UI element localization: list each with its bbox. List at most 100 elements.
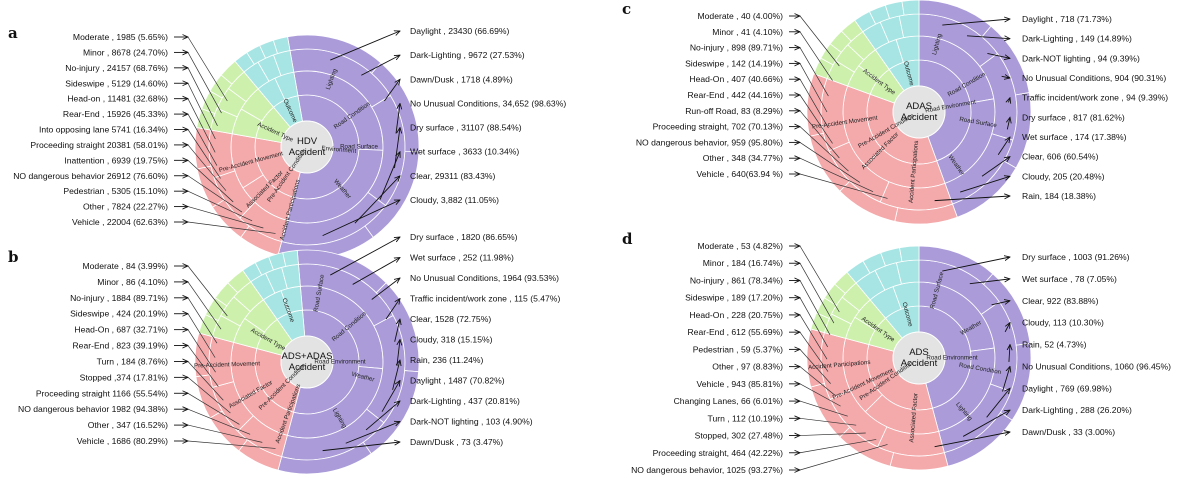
left-leader-line [187,329,216,373]
center-label: ADS+ADAS [282,351,333,362]
left-annotation-label: Proceeding straight 1166 (55.54%) [36,388,168,398]
right-arrow [1002,366,1010,392]
left-annotation-label: Proceeding straight 20381 (58.01%) [30,140,168,150]
left-annotation-label: Pedestrian , 5305 (15.10%) [63,186,168,196]
right-arrow [1004,323,1010,333]
right-annotation-label: Dawn/Dusk , 33 (3.00%) [1022,427,1115,437]
right-arrow [381,381,400,412]
left-annotation-label: Minor , 8678 (24.70%) [83,47,168,57]
right-arrow [969,279,1010,285]
right-annotation-label: Clear, 29311 (83.43%) [410,171,495,181]
left-leader-line [187,408,251,435]
center-label: ADS [909,347,929,358]
right-annotation-label: Cloudy, 318 (15.15%) [410,335,493,345]
panel-letter: d [622,230,633,248]
right-annotation-label: Dark-Lighting , 437 (20.81%) [410,396,520,406]
right-annotation-label: Dawn/Dusk , 1718 (4.89%) [410,74,513,84]
left-annotation-label: Into opposing lane 5741 (16.34%) [39,125,168,135]
center-label: Accident [901,358,938,369]
left-annotation-label: Moderate , 84 (3.99%) [82,261,168,271]
center-label: ADAS [906,101,932,112]
left-leader-line [799,142,861,183]
left-annotation-label: Moderate , 40 (4.00%) [697,11,783,21]
left-leader-line [799,245,840,313]
left-leader-line [187,129,221,179]
right-annotation-label: Dry surface , 31107 (88.54%) [410,123,522,133]
sunburst-category-label: Road Environment [314,359,366,366]
right-arrow [934,432,1010,448]
left-leader-line [187,392,240,425]
left-annotation-label: No-injury , 861 (78.34%) [690,275,783,285]
right-annotation-label: Dark-NOT lighting , 94 (9.39%) [1022,53,1140,63]
left-annotation-label: Vehicle , 943 (85.81%) [697,379,784,389]
left-annotation-label: Rear-End , 442 (44.16%) [687,90,783,100]
left-leader-line [799,349,831,384]
left-leader-line [799,15,840,67]
left-annotation-label: Sideswipe , 142 (14.19%) [685,58,783,68]
left-leader-line [187,113,218,166]
right-arrow [934,196,1010,202]
right-arrow [942,19,1010,26]
right-arrow [384,79,400,102]
left-annotation-label: Run-off Road, 83 (8.29%) [685,106,783,116]
left-leader-line [799,383,841,407]
center-label: HDV [297,136,318,147]
left-leader-line [799,110,840,159]
left-leader-line [187,190,253,222]
left-annotation-label: Sideswipe , 424 (20.19%) [70,309,168,319]
left-annotation-label: NO dangerous behavior 1982 (94.38%) [18,404,168,414]
left-annotation-label: No-injury , 898 (89.71%) [690,43,783,53]
sunburst-segment-outcome [272,36,291,55]
left-leader-line [187,144,227,191]
center-label: Accident [901,112,938,123]
right-annotation-label: Dry surface , 1820 (86.65%) [410,232,518,242]
right-annotation-label: Dry surface , 1003 (91.26%) [1022,252,1130,262]
sunburst-category-label: Road Environment [926,355,978,362]
right-arrow [330,237,400,276]
left-leader-line [799,366,836,396]
right-arrow [379,152,400,200]
right-arrow [322,442,400,452]
center-circle [892,331,946,385]
center-label: Accident [289,147,326,158]
sunburst-category-label: Environment [321,145,356,155]
left-leader-line [799,280,831,335]
left-leader-line [187,265,228,317]
left-leader-line [799,94,833,144]
left-annotation-label: Stopped ,374 (17.81%) [80,372,169,382]
right-annotation-label: No Unusual Conditions, 34,652 (98.63%) [410,98,566,108]
left-leader-line [187,83,216,140]
left-annotation-label: NO dangerous behavior 26912 (76.60%) [13,171,168,181]
left-annotation-label: No-injury , 24157 (68.76%) [65,63,168,73]
right-annotation-label: Wet surface , 252 (11.98%) [410,253,514,263]
right-annotation-label: Clear, 922 (83.88%) [1022,296,1099,306]
right-arrow [942,257,1010,272]
left-annotation-label: Head-On , 687 (32.71%) [74,325,168,335]
left-leader-line [799,263,835,324]
left-annotation-label: Rear-End , 15926 (45.33%) [63,109,168,119]
right-annotation-label: Cloudy, 113 (10.30%) [1022,318,1104,328]
left-leader-line [187,345,219,387]
left-leader-line [799,400,848,417]
left-leader-line [799,439,877,454]
right-arrow [962,410,1010,437]
center-circle [892,85,946,139]
left-leader-line [187,221,276,234]
left-annotation-label: Turn , 184 (8.76%) [97,356,168,366]
left-leader-line [187,98,216,153]
left-leader-line [187,52,222,114]
right-annotation-label: No Unusual Conditions, 1060 (96.45%) [1022,361,1171,371]
right-arrow [394,128,400,169]
right-annotation-label: Dark-Lighting , 149 (14.89%) [1022,34,1132,44]
sunburst-segment-outcome [282,249,299,267]
panel-letter: c [622,0,631,18]
left-annotation-label: Vehicle , 22004 (62.63%) [72,217,168,227]
right-arrow [352,258,400,285]
left-leader-line [799,432,866,436]
